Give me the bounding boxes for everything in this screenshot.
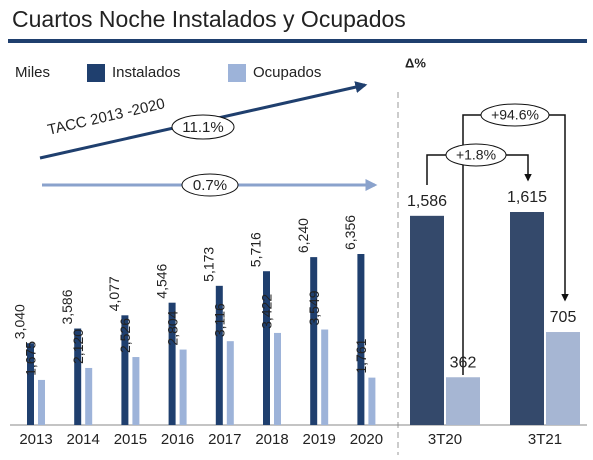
annotation: +94.6% bbox=[491, 107, 539, 123]
bar bbox=[546, 332, 580, 425]
value-label: 2,120 bbox=[70, 329, 86, 364]
annotation-bubble bbox=[480, 103, 550, 127]
bar bbox=[121, 315, 129, 425]
legend-label: Instalados bbox=[112, 64, 180, 81]
annotation-bubble bbox=[171, 114, 235, 140]
bar bbox=[274, 332, 281, 425]
value-label: 1,761 bbox=[353, 338, 369, 373]
legend-swatch bbox=[228, 64, 246, 82]
x-tick-label: 2015 bbox=[114, 431, 147, 448]
value-label: 2,526 bbox=[117, 318, 133, 353]
value-label: 4,077 bbox=[106, 276, 122, 311]
value-label: 3,040 bbox=[12, 304, 28, 339]
x-tick-label: 2014 bbox=[67, 431, 100, 448]
bar bbox=[132, 357, 140, 425]
bar bbox=[510, 212, 544, 425]
bar bbox=[38, 379, 45, 425]
value-label: 2,804 bbox=[164, 310, 180, 345]
bar bbox=[368, 377, 376, 425]
annotation: 11.1% bbox=[182, 119, 223, 136]
value-label: 1,586 bbox=[407, 193, 447, 210]
value-label: 3,422 bbox=[259, 294, 275, 329]
value-label: 705 bbox=[550, 309, 577, 326]
value-label: 5,716 bbox=[248, 232, 264, 267]
bar bbox=[446, 377, 480, 425]
value-label: 6,240 bbox=[295, 218, 311, 253]
x-tick-label: 2016 bbox=[161, 431, 194, 448]
bar bbox=[357, 254, 365, 425]
bar bbox=[226, 341, 234, 425]
legend-label: Ocupados bbox=[253, 64, 321, 81]
annotation: 0.7% bbox=[193, 177, 227, 194]
x-tick-label: 2019 bbox=[303, 431, 336, 448]
value-label: 4,546 bbox=[153, 263, 169, 298]
x-tick-label: 3T21 bbox=[528, 431, 562, 448]
value-label: 6,356 bbox=[342, 215, 358, 250]
bar bbox=[179, 349, 187, 425]
x-tick-label: 2013 bbox=[19, 431, 52, 448]
chart-title: Cuartos Noche Instalados y Ocupados bbox=[12, 6, 406, 32]
bar bbox=[27, 343, 34, 425]
bar bbox=[263, 271, 270, 425]
value-label: 3,549 bbox=[306, 290, 322, 325]
bar bbox=[215, 285, 223, 425]
bar bbox=[310, 257, 318, 425]
annotation-bubble bbox=[181, 173, 239, 197]
bar bbox=[321, 329, 329, 425]
unit-label: Miles bbox=[15, 64, 50, 81]
value-label: 362 bbox=[450, 354, 477, 371]
value-label: 5,173 bbox=[201, 247, 217, 282]
value-label: 1,675 bbox=[23, 341, 39, 376]
delta-header: Δ% bbox=[405, 55, 426, 70]
annotation-bubble bbox=[445, 143, 507, 167]
x-tick-label: 3T20 bbox=[428, 431, 462, 448]
bar bbox=[410, 215, 444, 425]
bar bbox=[85, 367, 93, 425]
annotation: +1.8% bbox=[456, 147, 496, 163]
value-label: 3,116 bbox=[212, 303, 228, 337]
x-tick-label: 2017 bbox=[208, 431, 241, 448]
value-label: 1,615 bbox=[507, 189, 547, 206]
x-tick-label: 2020 bbox=[350, 431, 383, 448]
value-label: 3,586 bbox=[59, 289, 75, 324]
x-tick-label: 2018 bbox=[255, 431, 288, 448]
legend-swatch bbox=[87, 64, 105, 82]
bar bbox=[74, 328, 82, 425]
title-rule bbox=[8, 39, 587, 43]
bar bbox=[168, 302, 176, 425]
